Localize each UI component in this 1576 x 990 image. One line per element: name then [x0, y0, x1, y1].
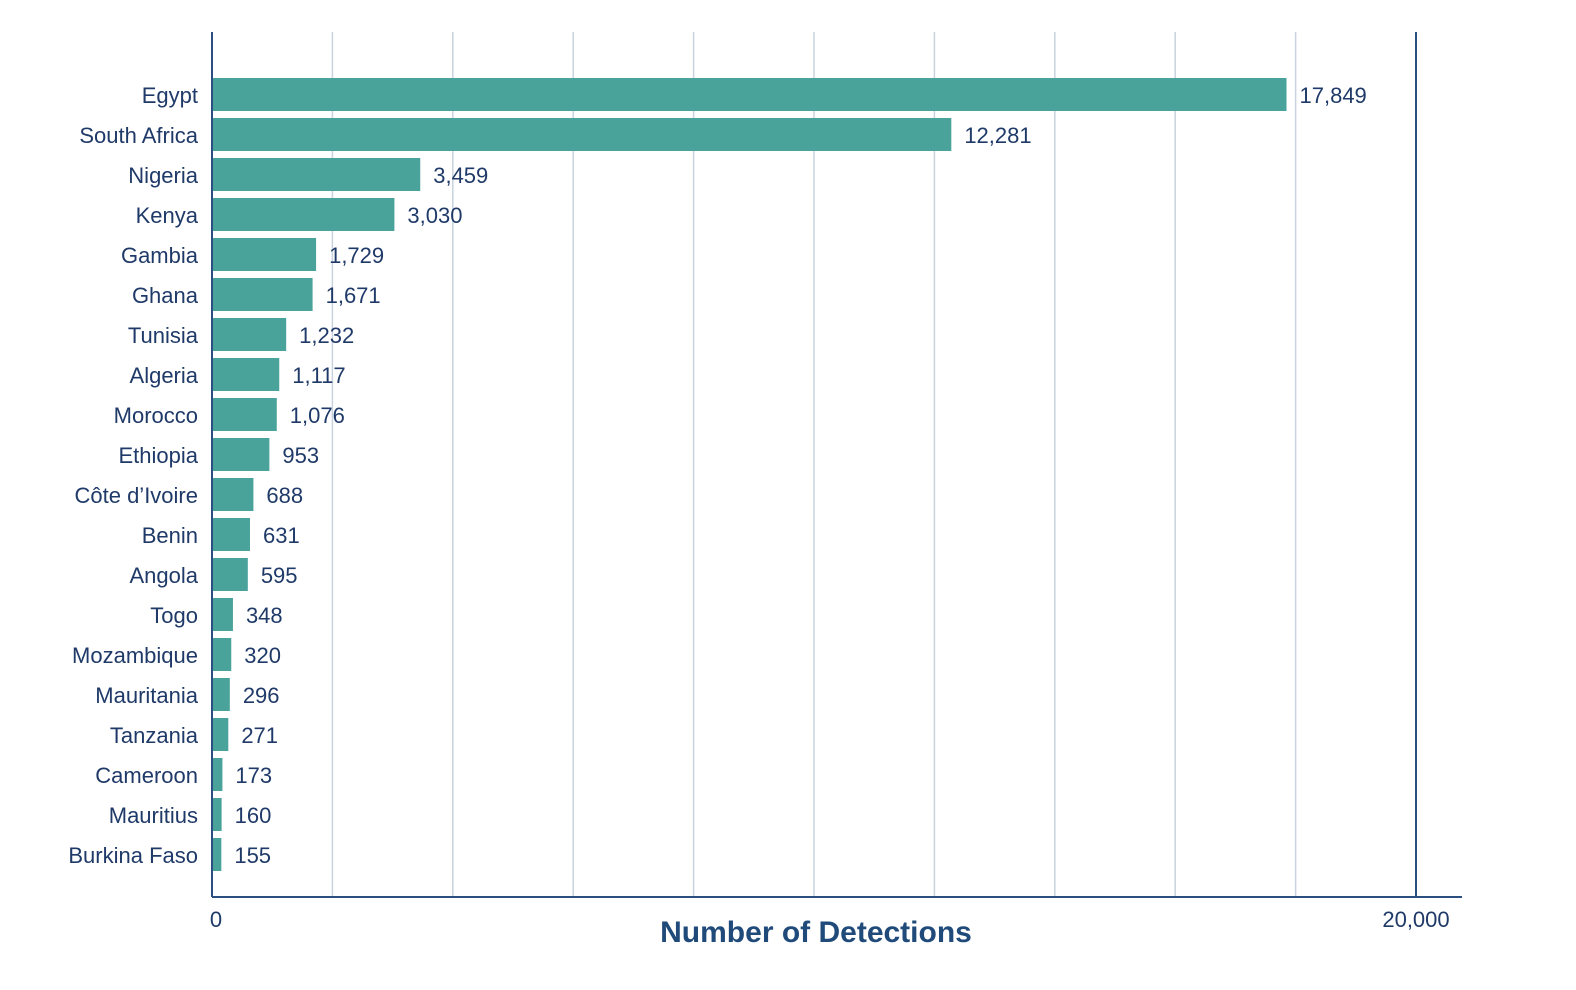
- category-label: Morocco: [114, 403, 198, 428]
- bar: [212, 318, 287, 351]
- value-label: 348: [246, 603, 283, 628]
- category-label: Ghana: [132, 283, 199, 308]
- bar: [212, 718, 229, 751]
- value-label: 595: [261, 563, 298, 588]
- bar: [212, 638, 232, 671]
- value-label: 3,030: [407, 203, 462, 228]
- gridlines: [331, 32, 1297, 897]
- value-label: 1,729: [329, 243, 384, 268]
- bar: [212, 278, 313, 311]
- value-label: 160: [235, 803, 272, 828]
- value-labels: 17,849 12,281 3,459 3,030 1,729 1,671 1,232 1,1…: [234, 83, 1366, 868]
- category-label: Tunisia: [128, 323, 199, 348]
- category-label: Algeria: [130, 363, 199, 388]
- bar: [212, 518, 250, 551]
- bar: [212, 438, 270, 471]
- bar: [212, 478, 254, 511]
- category-label: Ethiopia: [118, 443, 198, 468]
- category-label: Togo: [150, 603, 198, 628]
- category-label: Benin: [142, 523, 198, 548]
- value-label: 173: [235, 763, 272, 788]
- x-tick-label-min: 0: [210, 907, 222, 932]
- category-label: Angola: [129, 563, 198, 588]
- x-tick-label-max: 20,000: [1382, 907, 1449, 932]
- bar: [212, 758, 223, 791]
- value-label: 1,671: [326, 283, 381, 308]
- category-label: Tanzania: [110, 723, 199, 748]
- category-label: Gambia: [121, 243, 199, 268]
- value-label: 271: [241, 723, 278, 748]
- bar: [212, 838, 222, 871]
- value-label: 688: [266, 483, 303, 508]
- bar: [212, 158, 421, 191]
- value-label: 320: [244, 643, 281, 668]
- value-label: 1,076: [290, 403, 345, 428]
- bar: [212, 398, 277, 431]
- category-label: Côte d’Ivoire: [74, 483, 198, 508]
- category-label: South Africa: [79, 123, 198, 148]
- value-label: 953: [282, 443, 319, 468]
- value-label: 1,117: [292, 363, 345, 388]
- value-label: 1,232: [299, 323, 354, 348]
- bar: [212, 678, 230, 711]
- bar: [212, 238, 317, 271]
- axes: [211, 32, 1462, 898]
- category-label: Egypt: [142, 83, 198, 108]
- category-label: Mozambique: [72, 643, 198, 668]
- category-label: Cameroon: [95, 763, 198, 788]
- value-label: 631: [263, 523, 300, 548]
- bar: [212, 358, 280, 391]
- bar: [212, 598, 233, 631]
- category-label: Mauritius: [109, 803, 198, 828]
- value-label: 3,459: [433, 163, 488, 188]
- category-label: Mauritania: [95, 683, 198, 708]
- value-label: 155: [234, 843, 271, 868]
- category-label: Nigeria: [128, 163, 198, 188]
- bar: [212, 798, 222, 831]
- bar: [212, 198, 395, 231]
- category-label: Burkina Faso: [68, 843, 198, 868]
- value-label: 17,849: [1300, 83, 1367, 108]
- value-label: 12,281: [964, 123, 1031, 148]
- bars: [212, 78, 1287, 871]
- bar: [212, 78, 1287, 111]
- category-labels: Egypt South Africa Nigeria Kenya Gambia Ghana…: [68, 83, 198, 868]
- x-axis-title: Number of Detections: [660, 916, 972, 949]
- bar: [212, 118, 952, 151]
- value-label: 296: [243, 683, 280, 708]
- category-label: Kenya: [136, 203, 199, 228]
- bar: [212, 558, 248, 591]
